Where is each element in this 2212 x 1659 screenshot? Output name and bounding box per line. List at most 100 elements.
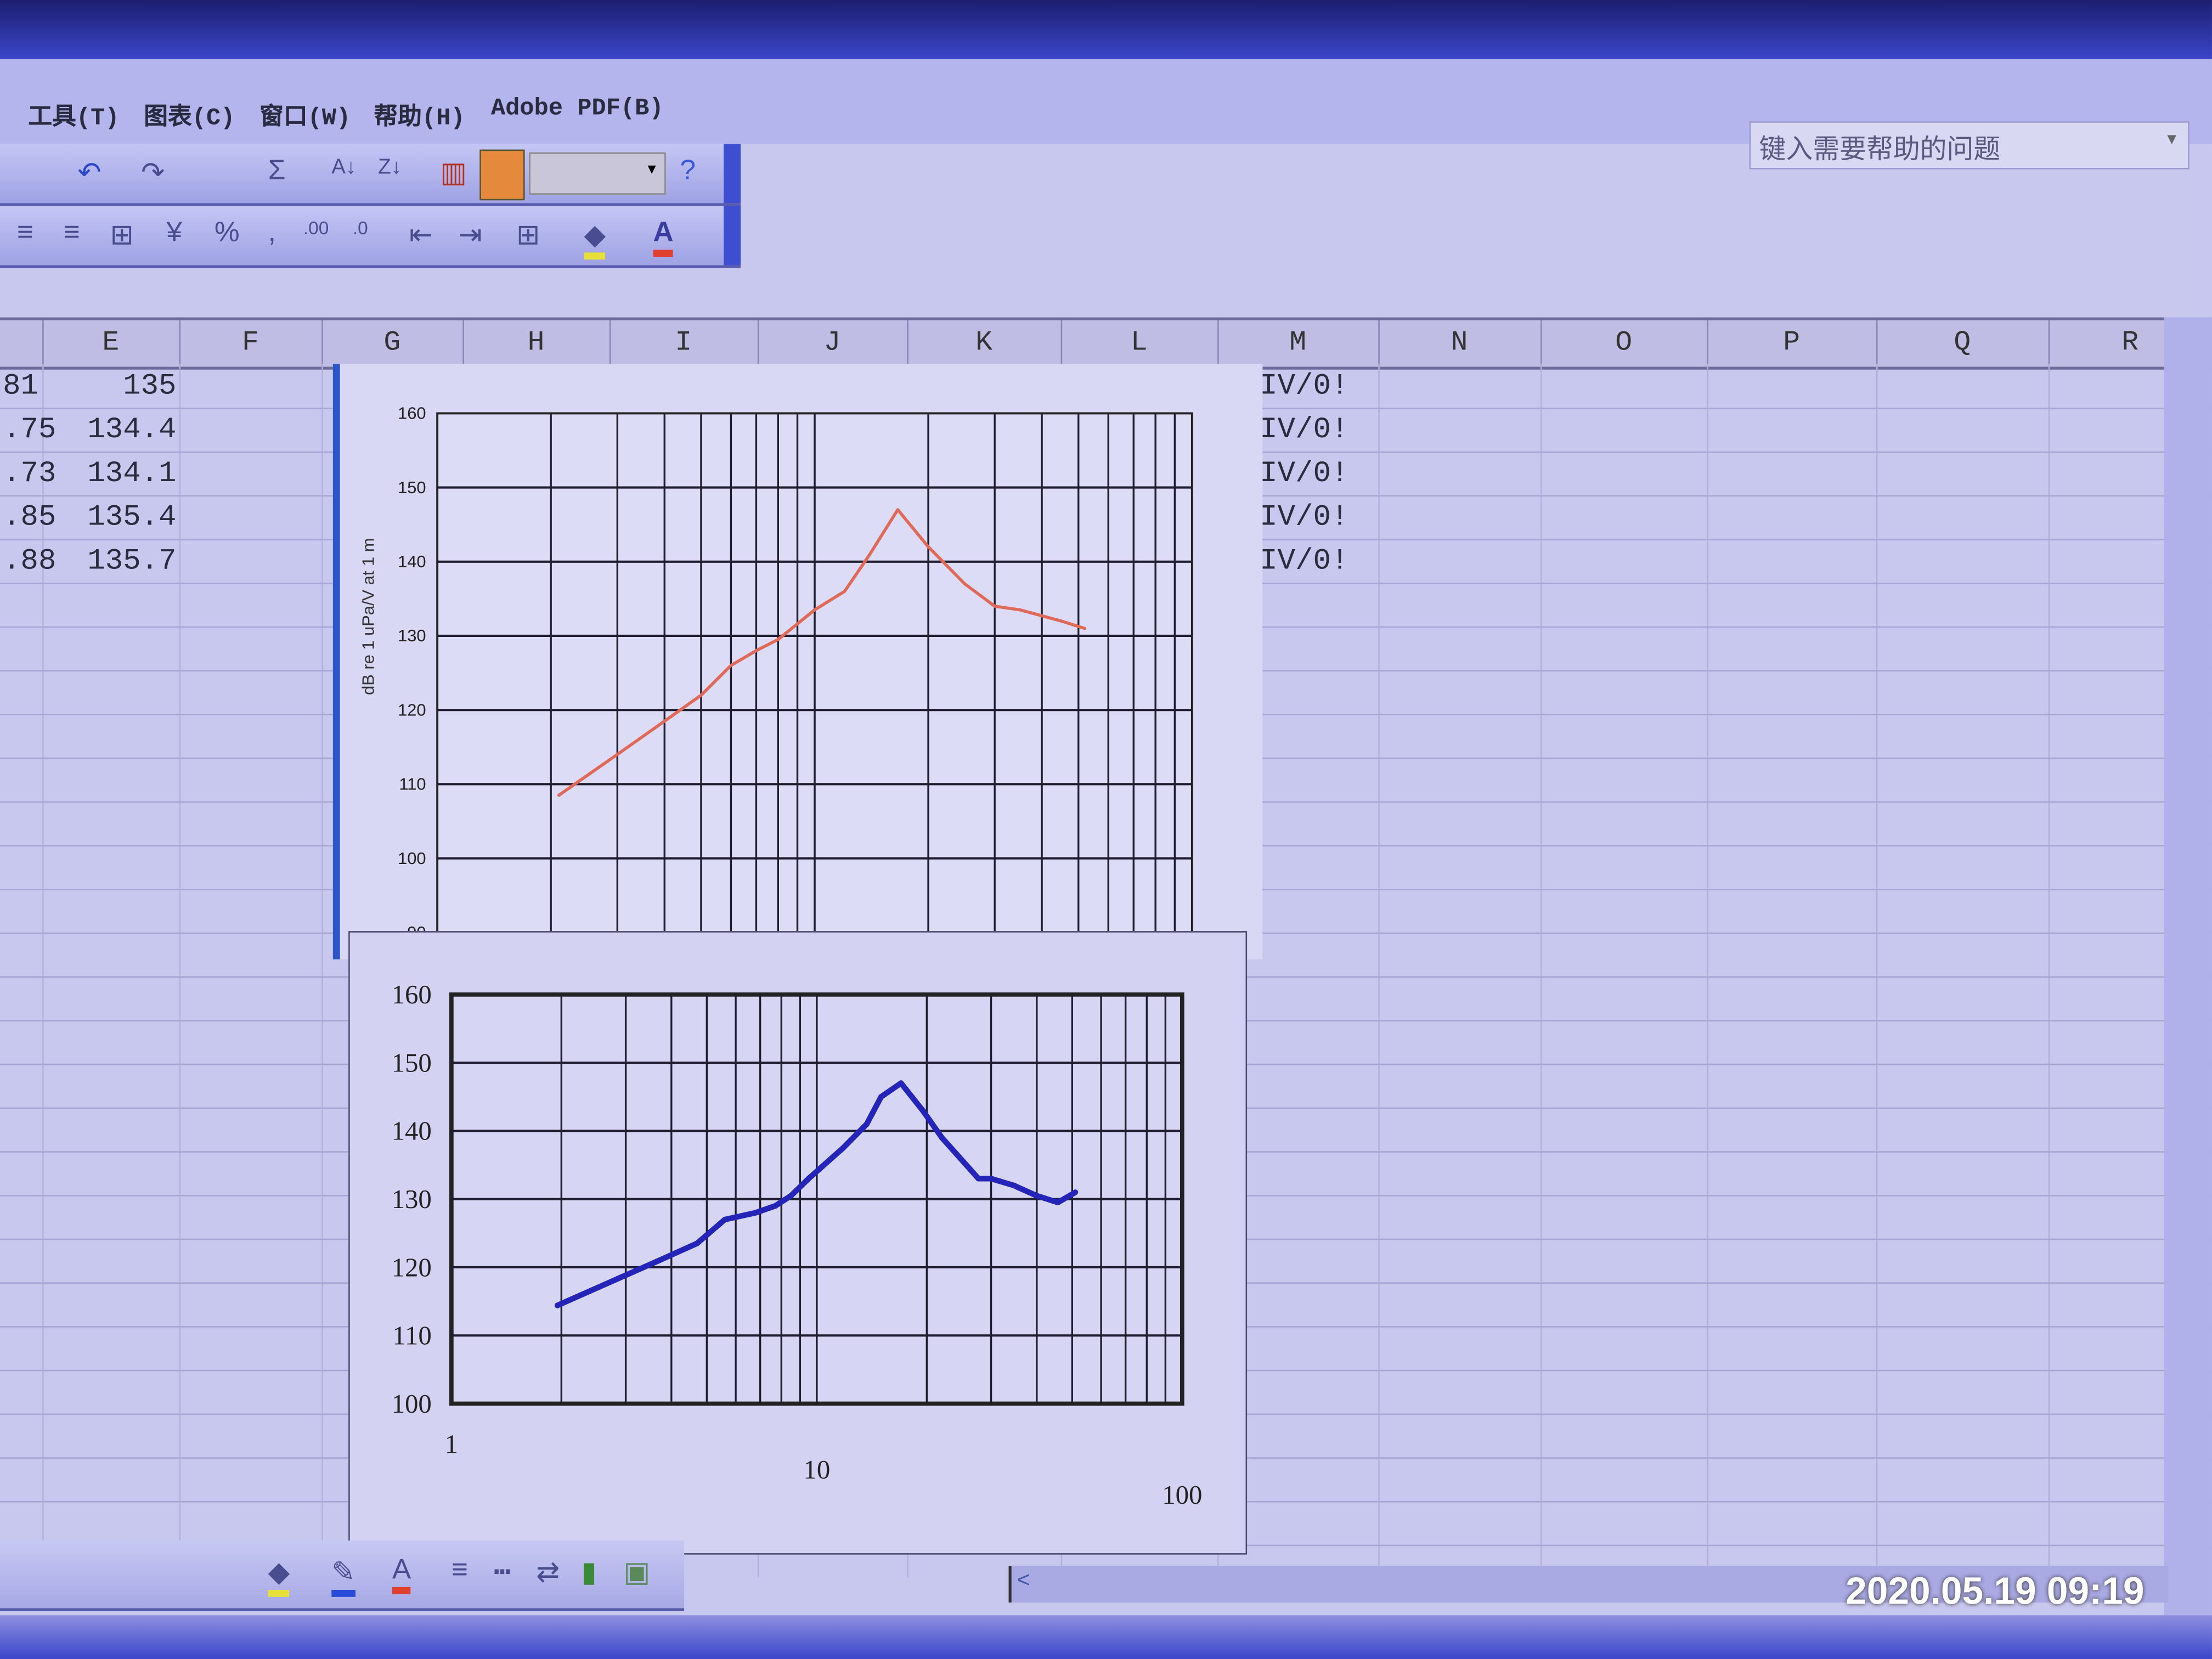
data-point [554,1302,561,1308]
format-toolbar: ≡ ≡ ⊞ ¥ % , .00 .0 ⇤ ⇥ ⊞ ◆ A [0,206,741,268]
column-header[interactable]: F [179,320,323,367]
horizontal-scrollbar[interactable]: < [1008,1566,2169,1603]
chart-blue-response[interactable]: 160 150 140 130 120 110 100 1 10 100 [348,931,1248,1555]
column-header[interactable] [0,320,44,367]
x-tick-label: 1 [445,1429,458,1459]
cell[interactable]: 134.4 [87,414,177,448]
scroll-left-icon[interactable]: < [1017,1568,1031,1593]
chevron-down-icon[interactable]: ▼ [645,162,659,178]
decrease-indent-icon[interactable]: ⇤ [409,220,433,251]
data-point [721,1216,728,1223]
percent-icon[interactable]: % [214,217,240,249]
sort-ascending-icon[interactable]: A↓ [331,155,357,179]
cell[interactable]: 134.1 [87,458,177,491]
arrow-style-icon[interactable]: ⇄ [536,1557,560,1589]
grid-line [1707,364,1708,1577]
font-color-icon[interactable]: A [392,1555,411,1594]
column-header[interactable]: M [1217,320,1380,367]
column-header[interactable]: P [1707,320,1878,367]
cell[interactable]: 135 [123,371,177,404]
zoom-combo[interactable]: ▼ [529,152,666,195]
menu-adobe-pdf[interactable]: Adobe PDF(B) [490,95,664,123]
increase-decimal-icon[interactable]: .00 [303,217,329,239]
drawing-button[interactable] [479,149,525,201]
increase-indent-icon[interactable]: ⇥ [458,220,482,251]
cell[interactable]: IV/0! [1260,546,1349,579]
fill-color-icon[interactable]: ◆ [584,217,606,260]
column-header[interactable]: G [321,320,464,367]
grid-line [42,364,44,1577]
column-header[interactable]: Q [1876,320,2050,367]
cell[interactable]: IV/0! [1260,458,1349,491]
cell[interactable]: 135.4 [87,502,177,535]
merge-center-icon[interactable]: ⊞ [110,220,134,251]
chart-wizard-icon[interactable]: ▥ [440,157,467,189]
help-placeholder: 键入需要帮助的问题 [1759,135,2001,165]
fill-color-icon[interactable]: ◆ [268,1555,290,1597]
data-point [754,649,758,652]
data-point [939,1135,945,1141]
column-header[interactable]: I [610,320,759,367]
cell[interactable]: .73 [3,458,57,491]
photo-timestamp: 2020.05.19 09:19 [1846,1570,2145,1613]
column-header[interactable]: J [758,320,909,367]
align-center-icon[interactable]: ≡ [16,217,33,249]
column-header[interactable]: L [1061,320,1219,367]
cell[interactable]: .85 [3,502,57,535]
cell[interactable]: IV/0! [1260,414,1349,448]
dash-style-icon[interactable]: ┅ [493,1557,511,1589]
menu-tools[interactable]: 工具(T) [28,105,120,133]
align-right-icon[interactable]: ≡ [63,217,80,249]
column-header[interactable]: R [2049,320,2212,367]
cell[interactable]: 135.7 [87,546,177,579]
line-style-icon[interactable]: ≡ [451,1554,468,1586]
y-tick-label: 130 [398,626,426,645]
borders-icon[interactable]: ⊞ [516,220,540,251]
menu-chart[interactable]: 图表(C) [144,105,235,133]
cell[interactable]: .75 [3,414,57,448]
cell[interactable]: IV/0! [1260,502,1349,535]
y-tick-label: 110 [399,775,426,794]
sort-descending-icon[interactable]: Z↓ [378,155,402,179]
column-header[interactable]: K [907,320,1063,367]
cell[interactable]: 81 [3,371,38,404]
toolbar-grip[interactable] [724,144,741,204]
y-tick-label: 100 [398,849,426,868]
data-point [805,1176,812,1182]
redo-icon[interactable]: ↷ [141,157,165,189]
column-header[interactable]: E [42,320,181,367]
data-point [843,590,847,593]
currency-icon[interactable]: ¥ [166,217,183,249]
y-tick-label: 150 [392,1047,432,1077]
line-color-icon[interactable]: ✎ [331,1555,356,1597]
3d-style-icon[interactable]: ▣ [623,1557,651,1589]
column-header[interactable]: N [1378,320,1542,367]
data-point [896,508,900,511]
cell[interactable]: .88 [3,546,57,579]
help-search-input[interactable]: 键入需要帮助的问题 ▼ [1749,121,2190,170]
chart-red-response[interactable]: 16015014013012011010090dB re 1 uPa/V at … [332,364,1263,960]
menu-window[interactable]: 窗口(W) [259,105,351,133]
comma-icon[interactable]: , [268,217,276,249]
status-bar [0,1615,2212,1659]
decrease-decimal-icon[interactable]: .0 [352,217,368,239]
chevron-down-icon[interactable]: ▼ [2164,131,2180,148]
menu-bar: 工具(T) 图表(C) 窗口(W) 帮助(H) Adobe PDF(B) 键入需… [0,59,2212,170]
help-icon[interactable]: ? [680,155,696,187]
column-header[interactable]: H [462,320,611,367]
toolbar-grip[interactable] [724,206,741,266]
shadow-icon[interactable]: ▮ [581,1557,597,1589]
data-point [1011,1182,1017,1188]
data-point [656,1257,662,1263]
menu-help[interactable]: 帮助(H) [374,105,465,133]
x-tick-label: 10 [803,1454,830,1485]
cell[interactable]: IV/0! [1260,371,1349,404]
column-header[interactable]: O [1541,320,1708,367]
undo-icon[interactable]: ↶ [77,157,101,189]
autosum-icon[interactable]: Σ [268,155,286,187]
data-point [772,1203,778,1209]
vertical-scrollbar[interactable] [2164,317,2212,1616]
font-color-icon[interactable]: A [653,217,674,257]
y-tick-label: 140 [398,552,426,571]
x-tick-label: 100 [1162,1480,1202,1510]
